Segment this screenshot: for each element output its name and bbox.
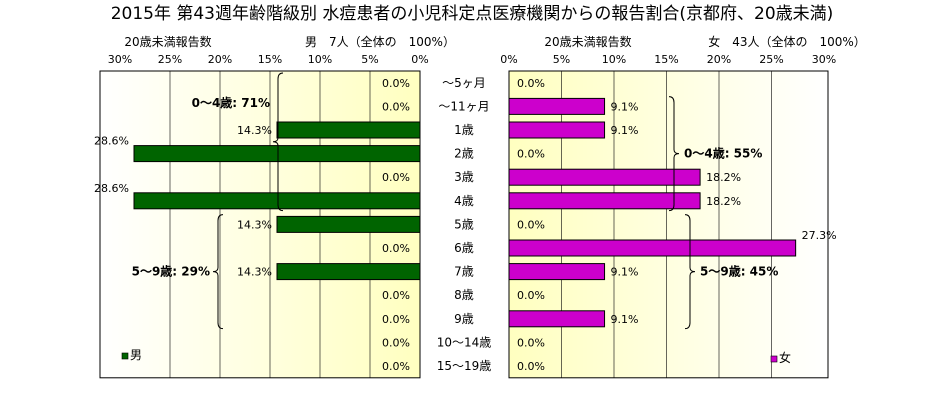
category-label-8: 7歳 [454, 265, 474, 279]
bar-left-8 [276, 263, 421, 281]
data-label-left-9: 0.0% [382, 289, 410, 302]
bracket-left-0 [272, 72, 284, 212]
bar-left-5 [133, 192, 421, 210]
x-tick-label-right: 5% [553, 53, 570, 66]
x-tick-label-left: 15% [258, 53, 282, 66]
x-tick-label-right: 0% [500, 53, 517, 66]
category-label-12: 15～19歳 [437, 359, 492, 373]
data-label-right-10: 9.1% [611, 313, 639, 326]
x-tick-label-right: 30% [812, 53, 836, 66]
bar-left-6 [276, 215, 421, 233]
data-label-left-8: 14.3% [237, 266, 272, 279]
x-tick-label-left: 20% [208, 53, 232, 66]
bar-right-8 [508, 263, 606, 281]
data-label-right-2: 9.1% [611, 124, 639, 137]
x-tick-label-right: 25% [759, 53, 783, 66]
legend-swatch-right [770, 355, 778, 363]
data-label-left-10: 0.0% [382, 313, 410, 326]
data-label-right-9: 0.0% [517, 289, 545, 302]
legend-swatch-left [121, 352, 129, 360]
category-label-4: 3歳 [454, 170, 474, 184]
data-label-right-7: 27.3% [802, 229, 837, 242]
category-label-0: ～5ヶ月 [442, 76, 486, 90]
data-label-left-7: 0.0% [382, 242, 410, 255]
x-tick-label-right: 10% [602, 53, 626, 66]
data-label-right-0: 0.0% [517, 77, 545, 90]
category-label-3: 2歳 [454, 147, 474, 161]
bar-right-1 [508, 97, 606, 115]
category-label-7: 6歳 [454, 241, 474, 255]
x-tick-label-right: 15% [654, 53, 678, 66]
data-label-left-12: 0.0% [382, 360, 410, 373]
data-label-right-4: 18.2% [706, 171, 741, 184]
category-label-6: 5歳 [454, 217, 474, 231]
data-label-left-3: 28.6% [94, 135, 129, 148]
bracket-label-right-1: 5～9歳: 45% [700, 264, 778, 279]
category-label-10: 9歳 [454, 312, 474, 326]
plot-area-right [508, 70, 829, 379]
axis-label-left: 20歳未満報告数 [124, 34, 211, 49]
data-label-right-12: 0.0% [517, 360, 545, 373]
bar-right-4 [508, 168, 701, 186]
data-label-right-3: 0.0% [517, 148, 545, 161]
data-label-left-0: 0.0% [382, 77, 410, 90]
data-label-left-2: 14.3% [237, 124, 272, 137]
bracket-right-0 [668, 96, 680, 212]
data-label-left-11: 0.0% [382, 336, 410, 349]
category-label-11: 10～14歳 [437, 335, 492, 349]
data-label-right-6: 0.0% [517, 218, 545, 231]
data-label-right-8: 9.1% [611, 266, 639, 279]
data-label-left-4: 0.0% [382, 171, 410, 184]
panel-header-right: 女 43人（全体の 100%） [708, 34, 866, 49]
bracket-right-1 [684, 214, 696, 330]
x-tick-label-left: 30% [108, 53, 132, 66]
x-tick-label-left: 5% [361, 53, 378, 66]
bar-right-10 [508, 310, 606, 328]
bracket-label-left-1: 5～9歳: 29% [132, 264, 210, 279]
data-label-left-6: 14.3% [237, 218, 272, 231]
category-label-2: 1歳 [454, 123, 474, 137]
bracket-label-left-0: 0～4歳: 71% [192, 95, 270, 110]
panel-header-left: 男 7人（全体の 100%） [305, 34, 455, 49]
bar-right-5 [508, 192, 701, 210]
bracket-left-1 [212, 214, 224, 330]
data-label-right-11: 0.0% [517, 336, 545, 349]
legend-label-left: 男 [130, 348, 142, 362]
bar-left-2 [276, 121, 421, 139]
category-label-9: 8歳 [454, 288, 474, 302]
x-tick-label-left: 0% [411, 53, 428, 66]
bar-left-3 [133, 145, 421, 163]
bracket-label-right-0: 0～4歳: 55% [684, 146, 762, 161]
axis-label-right: 20歳未満報告数 [544, 34, 631, 49]
data-label-right-5: 18.2% [706, 195, 741, 208]
legend-label-right: 女 [779, 350, 791, 365]
bar-right-7 [508, 239, 797, 257]
category-label-5: 4歳 [454, 194, 474, 208]
chart-title: 2015年 第43週年齢階級別 水痘患者の小児科定点医療機関からの報告割合(京都… [111, 4, 834, 24]
data-label-left-1: 0.0% [382, 100, 410, 113]
x-tick-label-left: 10% [308, 53, 332, 66]
data-label-right-1: 9.1% [611, 100, 639, 113]
category-label-1: ～11ヶ月 [438, 99, 489, 113]
data-label-left-5: 28.6% [94, 182, 129, 195]
x-tick-label-right: 20% [707, 53, 731, 66]
x-tick-label-left: 25% [158, 53, 182, 66]
bar-right-2 [508, 121, 606, 139]
